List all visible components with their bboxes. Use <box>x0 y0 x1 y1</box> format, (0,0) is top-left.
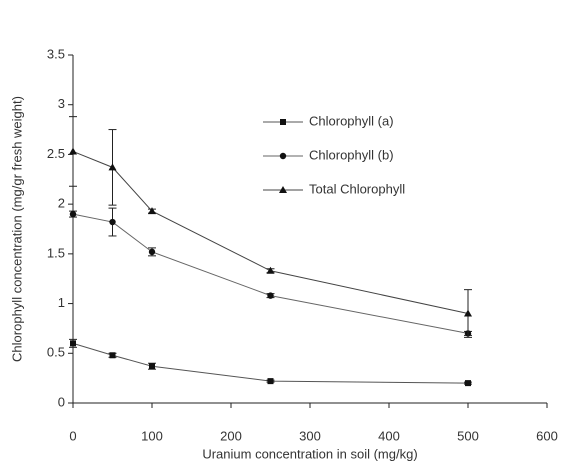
x-tick-label: 0 <box>69 428 76 443</box>
y-tick-label: 1.5 <box>47 245 65 260</box>
marker <box>70 340 76 347</box>
marker <box>465 380 471 387</box>
marker <box>267 378 274 385</box>
marker <box>69 210 77 218</box>
marker <box>149 363 155 370</box>
marker <box>109 218 116 226</box>
x-tick-label: 500 <box>457 428 479 443</box>
legend-label: Chlorophyll (a) <box>309 113 394 128</box>
x-tick-label: 300 <box>299 428 321 443</box>
y-tick-label: 1 <box>58 295 65 310</box>
marker <box>148 207 156 215</box>
x-axis-label: Uranium concentration in soil (mg/kg) <box>202 446 417 461</box>
legend-label: Chlorophyll (b) <box>309 147 394 162</box>
y-axis-label: Chlorophyll concentration (mg/gr fresh w… <box>9 96 24 362</box>
legend-marker <box>280 119 286 125</box>
series-line <box>72 150 469 315</box>
y-tick-label: 0.5 <box>47 345 65 360</box>
x-tick-label: 600 <box>536 428 558 443</box>
marker <box>148 248 156 256</box>
legend-marker <box>279 186 287 193</box>
y-tick-label: 3 <box>58 96 65 111</box>
marker <box>108 163 117 171</box>
marker <box>267 292 274 299</box>
x-tick-label: 200 <box>220 428 242 443</box>
x-tick-label: 400 <box>378 428 400 443</box>
marker <box>266 266 275 274</box>
marker <box>464 309 472 317</box>
y-tick-label: 2 <box>58 196 65 211</box>
legend-label: Total Chlorophyll <box>309 181 405 196</box>
marker <box>109 352 116 359</box>
y-tick-label: 2.5 <box>47 146 65 161</box>
series-line <box>72 342 469 384</box>
marker <box>69 147 77 155</box>
y-tick-label: 0 <box>58 394 65 409</box>
legend-marker <box>279 152 287 160</box>
y-tick-label: 3.5 <box>47 46 65 61</box>
x-tick-label: 100 <box>141 428 163 443</box>
